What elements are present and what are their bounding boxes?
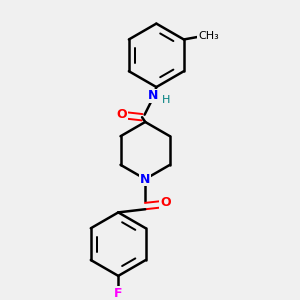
- Text: O: O: [160, 196, 170, 209]
- Text: N: N: [148, 89, 158, 102]
- Text: N: N: [140, 172, 150, 186]
- Text: F: F: [114, 287, 122, 300]
- Text: H: H: [162, 95, 170, 105]
- Text: O: O: [117, 107, 128, 121]
- Text: CH₃: CH₃: [198, 31, 219, 41]
